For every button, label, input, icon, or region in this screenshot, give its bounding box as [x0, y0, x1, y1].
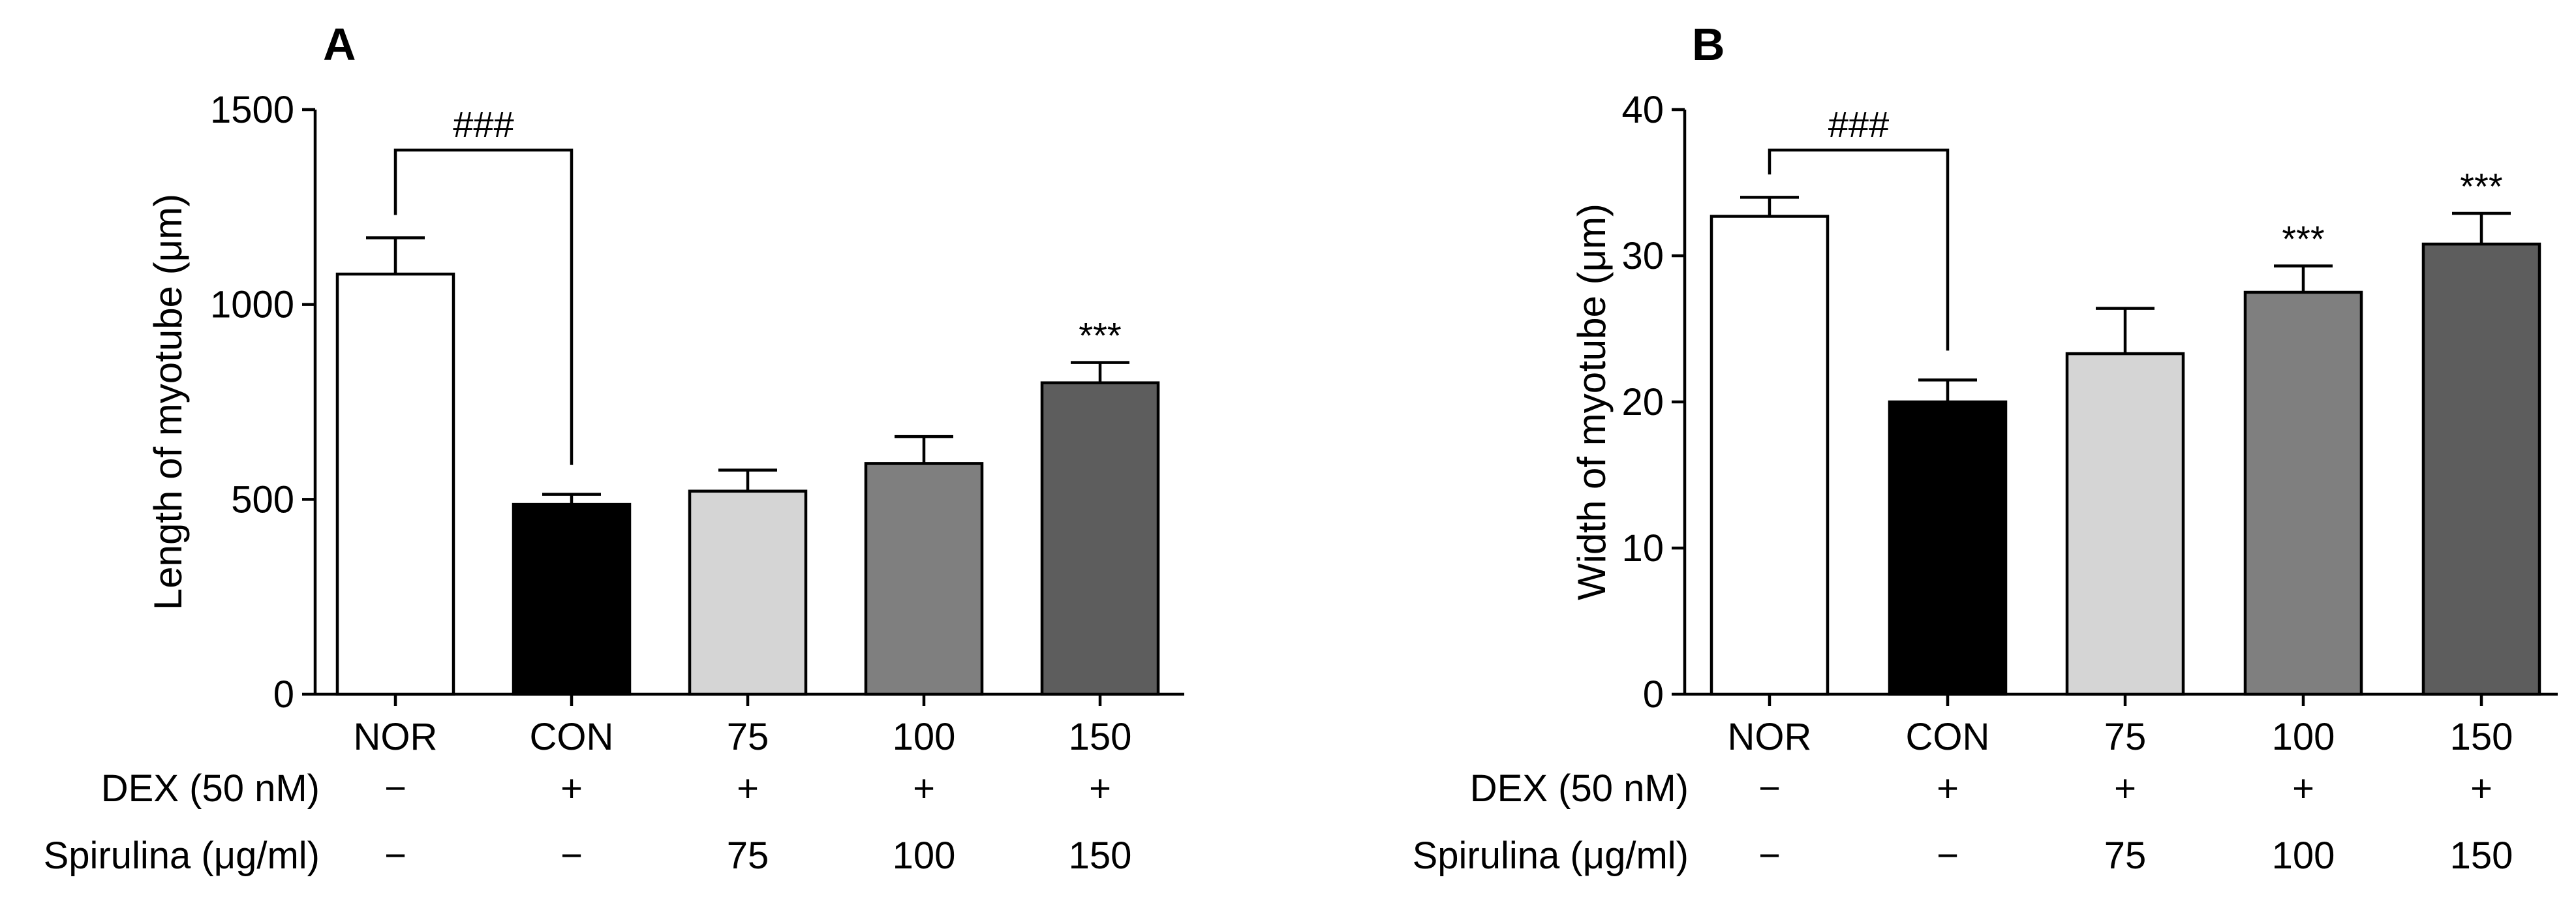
condition-label: Spirulina (μg/ml) [1413, 834, 1689, 877]
condition-value: + [1089, 767, 1111, 810]
y-axis-title: Length of myotube (μm) [146, 194, 190, 610]
bar [512, 502, 632, 696]
bar [2421, 242, 2541, 696]
condition-value: 100 [893, 834, 956, 877]
condition-label: DEX (50 nM) [101, 767, 320, 810]
bar [1710, 215, 1830, 696]
category-label: 75 [727, 716, 769, 758]
condition-value: 100 [2272, 834, 2335, 877]
y-tick-label: 0 [1643, 673, 1664, 716]
bracket-label: ### [1828, 104, 1889, 145]
category-label: 75 [2104, 716, 2147, 758]
condition-value: − [1937, 834, 1959, 877]
y-tick-label: 20 [1621, 381, 1664, 423]
condition-value: 150 [1069, 834, 1132, 877]
y-tick-label: 500 [231, 478, 294, 521]
condition-label: Spirulina (μg/ml) [44, 834, 320, 877]
panel-label: A [323, 19, 356, 70]
condition-value: + [560, 767, 583, 810]
y-tick-label: 40 [1621, 89, 1664, 131]
bar [1888, 400, 2008, 696]
y-tick-label: 10 [1621, 527, 1664, 570]
condition-value: + [1937, 767, 1959, 810]
category-label: 150 [2450, 716, 2513, 758]
y-tick-label: 1500 [210, 89, 294, 131]
category-label: CON [1906, 716, 1990, 758]
significance-mark: *** [2282, 219, 2324, 260]
panel-label: B [1692, 19, 1725, 70]
significance-bracket [393, 148, 574, 465]
condition-value: 75 [2104, 834, 2147, 877]
condition-value: + [737, 767, 759, 810]
condition-value: + [913, 767, 935, 810]
bar [688, 489, 808, 696]
condition-label: DEX (50 nM) [1470, 767, 1689, 810]
condition-value: + [2470, 767, 2492, 810]
condition-value: 150 [2450, 834, 2513, 877]
significance-mark: *** [1079, 315, 1121, 356]
category-label: 100 [2272, 716, 2335, 758]
y-axis-title: Width of myotube (μm) [1570, 204, 1614, 600]
condition-value: + [2292, 767, 2314, 810]
condition-value: − [384, 767, 406, 810]
category-label: NOR [354, 716, 438, 758]
category-label: 150 [1069, 716, 1132, 758]
condition-value: − [1758, 834, 1781, 877]
bracket-label: ### [453, 104, 514, 145]
y-tick-label: 30 [1621, 235, 1664, 277]
category-label: NOR [1728, 716, 1812, 758]
y-tick-label: 0 [273, 673, 294, 716]
condition-value: − [384, 834, 406, 877]
y-tick-label: 1000 [210, 284, 294, 326]
bar [2065, 352, 2185, 696]
panel-a: A 0 500 1000 1500 Length of myotube (μm) NOR CO… [44, 19, 1184, 877]
significance-bracket [1768, 148, 1950, 351]
condition-value: − [560, 834, 583, 877]
condition-value: − [1758, 767, 1781, 810]
bar [1040, 381, 1160, 696]
panel-b: B 0 10 20 30 40 Width of myotube (μm) NOR CON 75 1… [1413, 19, 2558, 877]
bar [335, 272, 455, 696]
condition-value: 75 [727, 834, 769, 877]
bar [864, 462, 984, 696]
condition-value: + [2114, 767, 2136, 810]
category-label: CON [530, 716, 614, 758]
category-label: 100 [893, 716, 956, 758]
significance-mark: *** [2460, 166, 2502, 207]
bar [2243, 290, 2363, 696]
